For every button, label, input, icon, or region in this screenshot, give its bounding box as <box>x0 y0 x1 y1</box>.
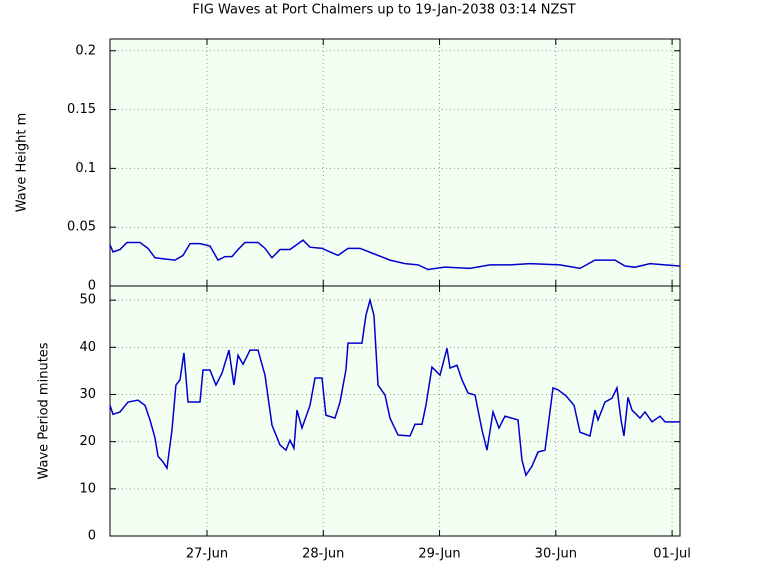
y-tick-label: 0 <box>88 279 96 294</box>
y-tick-label: 0.15 <box>67 102 96 117</box>
y-tick-label: 0.1 <box>75 161 96 176</box>
x-tick-label: 01-Jul <box>653 547 691 562</box>
plot-area <box>110 39 680 286</box>
y-tick-label: 30 <box>79 387 96 402</box>
y-tick-label: 10 <box>79 481 96 496</box>
y-tick-label: 0.2 <box>75 43 96 58</box>
y-axis-label: Wave Period minutes <box>37 342 52 479</box>
x-tick-label: 29-Jun <box>418 547 460 562</box>
x-tick-label: 27-Jun <box>186 547 228 562</box>
y-tick-label: 0.05 <box>67 220 96 235</box>
y-tick-label: 0 <box>88 529 96 544</box>
data-line <box>109 239 681 271</box>
y-axis-label: Wave Height m <box>15 113 30 213</box>
x-tick-label: 28-Jun <box>302 547 344 562</box>
data-line <box>109 297 680 477</box>
y-tick-label: 40 <box>79 340 96 355</box>
plot-frame <box>109 285 681 537</box>
plot-area <box>110 286 680 536</box>
y-tick-label: 50 <box>79 293 96 308</box>
y-tick-label: 20 <box>79 434 96 449</box>
x-tick-label: 30-Jun <box>535 547 577 562</box>
chart-title: FIG Waves at Port Chalmers up to 19-Jan-… <box>192 3 575 18</box>
